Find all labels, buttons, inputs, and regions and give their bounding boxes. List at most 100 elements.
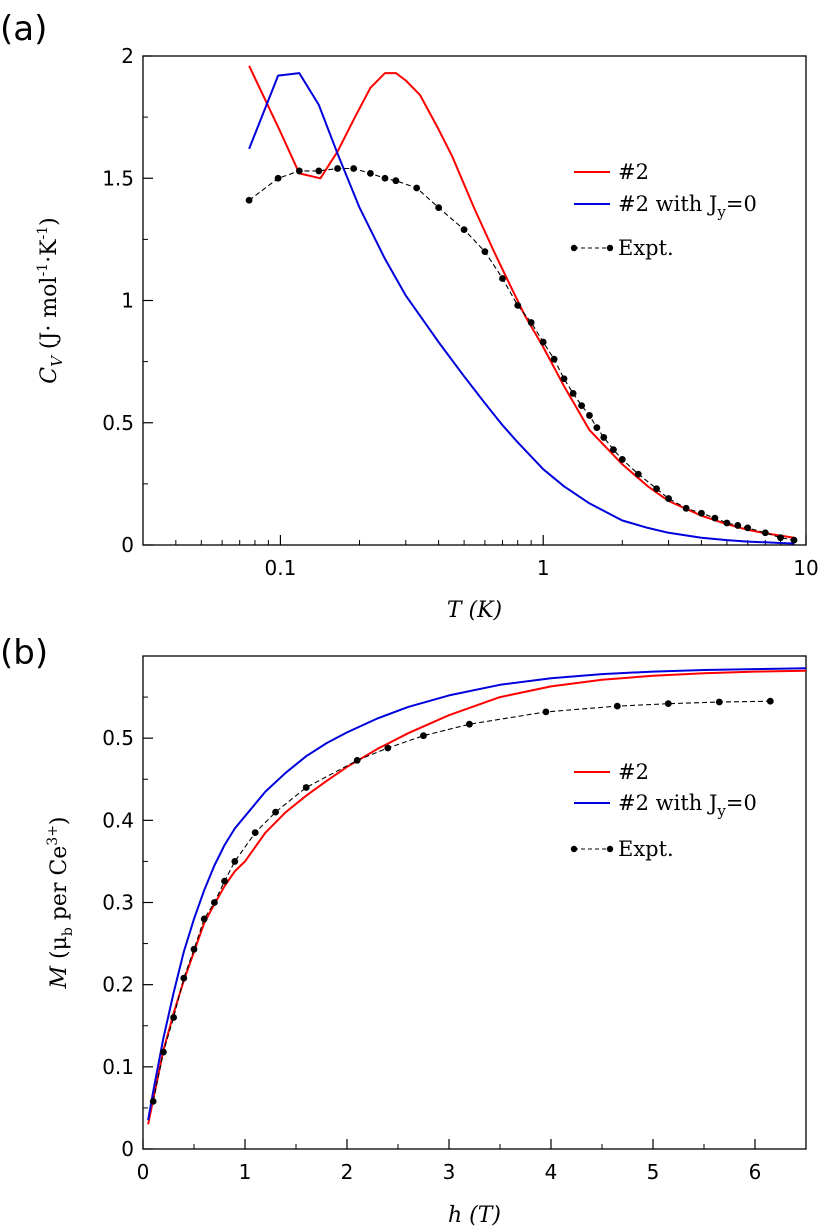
legend-label: Expt.: [618, 837, 674, 861]
data-point: [539, 338, 547, 346]
legend-label-text: Expt.: [618, 837, 674, 861]
x-axis-title: T (K): [447, 598, 502, 623]
legend-marker: [606, 845, 614, 853]
x-tick-label: 10: [793, 556, 818, 580]
legend-label-sub: y: [716, 802, 726, 820]
data-point: [251, 829, 259, 837]
y-title-sub: b: [60, 927, 76, 936]
legend-label-sub: y: [716, 203, 726, 221]
data-point: [514, 301, 522, 309]
data-point: [550, 355, 558, 363]
data-point: [274, 174, 282, 182]
data-point: [350, 165, 358, 172]
data-point: [777, 534, 784, 542]
data-point: [723, 519, 731, 527]
data-point: [302, 784, 310, 791]
legend-label-text: #2: [618, 760, 649, 784]
data-point: [190, 945, 198, 953]
data-point: [366, 169, 374, 177]
data-point: [170, 1014, 178, 1021]
legend-label-text: #2 with J: [618, 791, 717, 815]
x-tick-label: 0: [137, 1160, 150, 1184]
x-tick-label: 0.1: [265, 556, 297, 580]
y-tick-label: 0.4: [102, 808, 134, 832]
y-axis-title: M (μb per Ce3+): [45, 816, 76, 989]
y-tick-label: 1.5: [102, 166, 134, 190]
data-point: [435, 204, 443, 211]
series-line-1: [147, 667, 807, 1121]
data-point: [664, 700, 672, 708]
legend: #2 #2 with Jy=0 Expt.: [570, 160, 757, 260]
x-axis-title: h (T): [448, 1203, 501, 1226]
y-tick-label: 1: [121, 289, 134, 313]
y-title-main: C: [37, 367, 62, 384]
data-point: [466, 720, 473, 728]
legend-label: #2 with Jy=0: [618, 791, 757, 820]
data-point: [653, 485, 660, 493]
legend-label-text: Expt.: [618, 236, 674, 260]
y-title-unit: (μ: [47, 936, 72, 966]
data-point: [569, 390, 577, 397]
y-title-unit: ): [37, 217, 62, 226]
y-tick-label: 0: [121, 533, 134, 557]
y-tick-label: 0.3: [102, 891, 134, 915]
data-point: [460, 226, 468, 233]
y-title-exp: -1: [35, 263, 51, 277]
series-line-1: [248, 72, 795, 545]
data-point: [413, 184, 421, 192]
data-point: [613, 702, 621, 710]
data-point: [211, 899, 218, 906]
y-tick-label: 0.1: [102, 1055, 134, 1079]
data-point: [384, 744, 392, 752]
x-tick-label: 5: [647, 1160, 660, 1184]
data-point: [527, 319, 535, 326]
series-line-2: [248, 167, 795, 541]
y-title-exp: -1: [35, 226, 51, 240]
panel-tag: (b): [0, 633, 48, 673]
legend-marker: [570, 244, 578, 252]
data-point: [578, 402, 586, 410]
x-tick-label: 1: [537, 556, 550, 580]
legend-label-text: #2: [618, 160, 649, 184]
y-title-unit: ): [47, 816, 72, 825]
legend-label-text: =0: [726, 192, 757, 216]
data-point: [560, 375, 568, 383]
chart-panel-b: (b) 0 1 2 3 4 5 6 0 0.1 0.2 0.3 0.4 0.5 h (T) M (μb per…: [0, 633, 807, 1226]
data-point: [600, 434, 608, 441]
y-tick-label: 0: [121, 1137, 134, 1161]
plot-frame: [142, 655, 807, 1150]
y-title-main: M: [47, 966, 72, 990]
data-point: [766, 697, 774, 705]
data-point: [180, 974, 188, 982]
legend-label: #2: [618, 760, 649, 784]
legend: #2 #2 with Jy=0 Expt.: [570, 760, 757, 861]
data-point: [744, 524, 752, 532]
data-point: [593, 424, 601, 432]
data-point: [231, 858, 239, 865]
legend-marker: [606, 244, 614, 252]
x-tick-label: 1: [239, 1160, 252, 1184]
legend-marker: [570, 845, 578, 853]
data-point: [295, 167, 303, 175]
data-point: [761, 529, 769, 537]
x-tick-label: 3: [443, 1160, 456, 1184]
data-point: [315, 167, 323, 175]
y-title-unit: (J· mol: [37, 277, 62, 357]
data-point: [221, 877, 229, 885]
y-title-unit: ·K: [37, 239, 62, 263]
data-point: [353, 756, 361, 764]
data-point: [245, 196, 253, 204]
panel-tag: (a): [0, 9, 47, 49]
data-point: [698, 509, 705, 517]
x-tick-label: 6: [749, 1160, 762, 1184]
data-point: [420, 732, 427, 740]
data-point: [711, 514, 719, 522]
plot-frame: [142, 55, 807, 546]
data-point: [618, 456, 626, 463]
data-point: [586, 412, 593, 419]
data-point: [200, 915, 208, 923]
data-point: [790, 536, 798, 544]
data-point: [634, 470, 642, 478]
data-point: [665, 495, 672, 502]
